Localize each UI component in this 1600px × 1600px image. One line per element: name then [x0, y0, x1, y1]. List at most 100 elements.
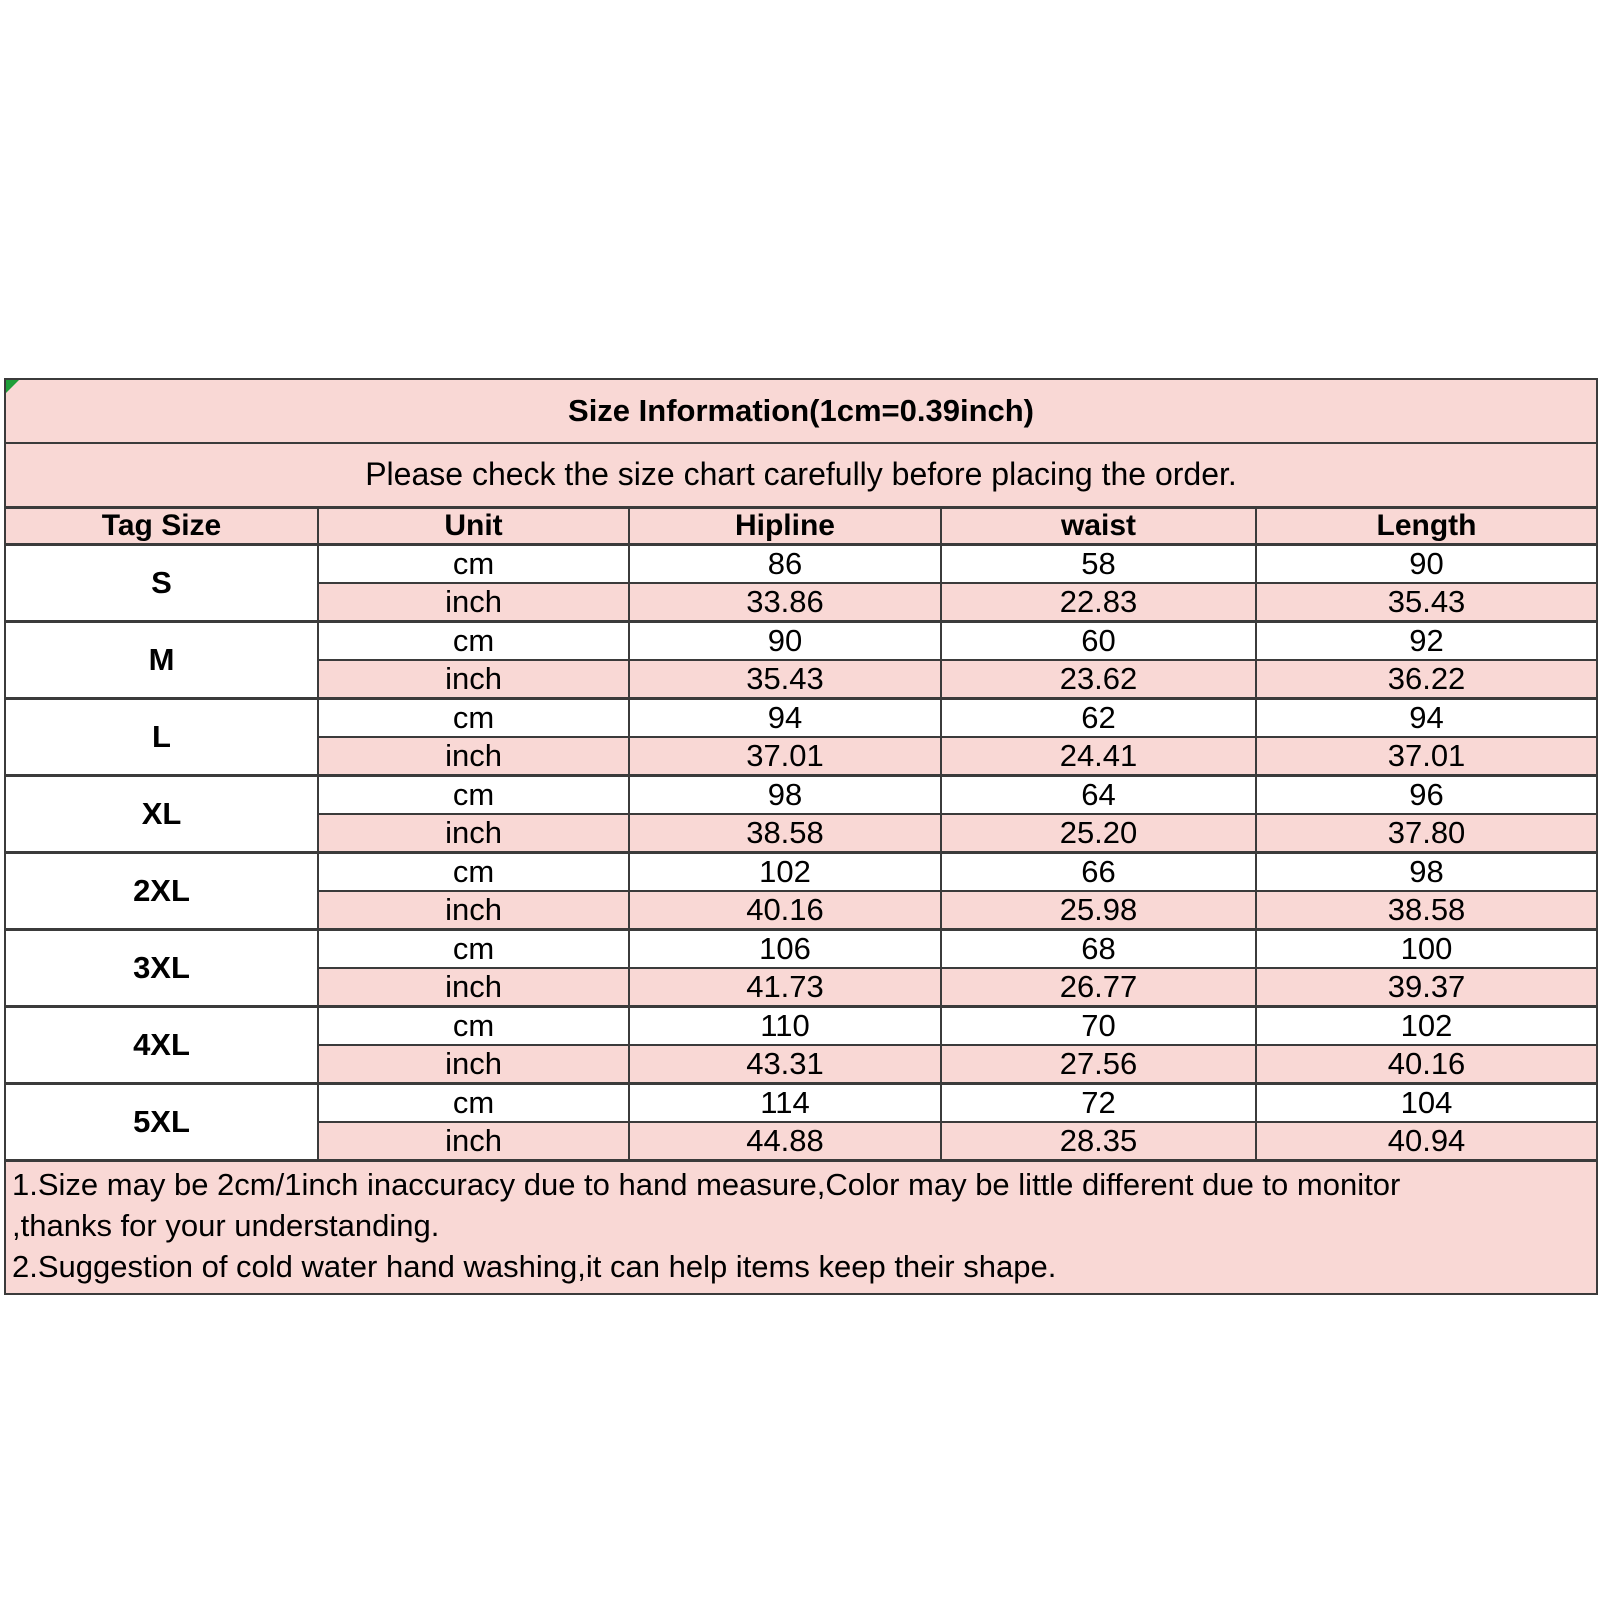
table-row-m-cm: M cm 90 60 92 [4, 619, 1599, 699]
size-tag-5xl: 5XL [4, 1081, 319, 1161]
col-header-unit: Unit [317, 506, 630, 546]
length-inch-value: 37.01 [1254, 735, 1599, 776]
length-inch-value: 36.22 [1254, 658, 1599, 699]
unit-cell: inch [317, 581, 630, 622]
waist-cm-value: 72 [940, 1081, 1257, 1123]
hipline-cm-value: 102 [628, 850, 942, 892]
size-tag-2xl: 2XL [4, 850, 319, 930]
size-tag-4xl: 4XL [4, 1004, 319, 1084]
notes-row: 1.Size may be 2cm/1inch inaccuracy due t… [3, 1158, 1599, 1295]
waist-inch-value: 28.35 [940, 1120, 1257, 1161]
length-cm-value: 92 [1254, 619, 1599, 661]
col-header-tag-size: Tag Size [4, 506, 319, 546]
hipline-cm-value: 94 [628, 696, 942, 738]
waist-cm-value: 62 [940, 696, 1257, 738]
size-tag-s: S [4, 542, 319, 622]
table-row-2xl-inch: inch 40.16 25.98 38.58 [5, 889, 1599, 930]
length-cm-value: 90 [1254, 542, 1599, 584]
hipline-inch-value: 44.88 [628, 1120, 942, 1161]
unit-cell: cm [317, 1081, 630, 1123]
table-row-s-inch: inch 33.86 22.83 35.43 [5, 581, 1599, 622]
length-cm-value: 96 [1254, 773, 1599, 815]
length-inch-value: 40.94 [1254, 1120, 1599, 1161]
table-row-2xl-cm: 2XL cm 102 66 98 [4, 850, 1599, 930]
length-inch-value: 35.43 [1254, 581, 1599, 622]
hipline-cm-value: 106 [628, 927, 942, 969]
waist-inch-value: 25.98 [940, 889, 1257, 930]
hipline-cm-value: 86 [628, 542, 942, 584]
unit-cell: cm [317, 773, 630, 815]
header-row: Tag Size Unit Hipline waist Length [4, 506, 1599, 546]
length-cm-value: 100 [1254, 927, 1599, 969]
table-row-3xl-inch: inch 41.73 26.77 39.37 [5, 966, 1599, 1007]
length-inch-value: 40.16 [1254, 1043, 1599, 1084]
unit-cell: inch [317, 1043, 630, 1084]
unit-cell: cm [317, 619, 630, 661]
unit-cell: inch [317, 735, 630, 776]
size-tag-m: M [4, 619, 319, 699]
length-cm-value: 104 [1254, 1081, 1599, 1123]
waist-cm-value: 68 [940, 927, 1257, 969]
note-line-2: ,thanks for your understanding. [12, 1207, 440, 1243]
col-header-length: Length [1254, 506, 1599, 546]
unit-cell: inch [317, 658, 630, 699]
hipline-cm-value: 90 [628, 619, 942, 661]
unit-cell: cm [317, 542, 630, 584]
table-row-l-inch: inch 37.01 24.41 37.01 [5, 735, 1599, 776]
table-row-4xl-cm: 4XL cm 110 70 102 [4, 1004, 1599, 1084]
waist-inch-value: 27.56 [940, 1043, 1257, 1084]
unit-cell: inch [317, 812, 630, 853]
note-line-3: 2.Suggestion of cold water hand washing,… [12, 1248, 1057, 1284]
waist-cm-value: 70 [940, 1004, 1257, 1046]
waist-cm-value: 58 [940, 542, 1257, 584]
waist-cm-value: 66 [940, 850, 1257, 892]
col-header-waist: waist [940, 506, 1257, 546]
size-tag-3xl: 3XL [4, 927, 319, 1007]
unit-cell: cm [317, 1004, 630, 1046]
subtitle-row: Please check the size chart carefully be… [3, 442, 1599, 509]
unit-cell: cm [317, 927, 630, 969]
unit-cell: cm [317, 696, 630, 738]
waist-inch-value: 23.62 [940, 658, 1257, 699]
hipline-inch-value: 43.31 [628, 1043, 942, 1084]
unit-cell: cm [317, 850, 630, 892]
waist-inch-value: 24.41 [940, 735, 1257, 776]
length-inch-value: 39.37 [1254, 966, 1599, 1007]
hipline-inch-value: 41.73 [628, 966, 942, 1007]
table-row-xl-inch: inch 38.58 25.20 37.80 [5, 812, 1599, 853]
hipline-cm-value: 98 [628, 773, 942, 815]
unit-cell: inch [317, 889, 630, 930]
hipline-inch-value: 40.16 [628, 889, 942, 930]
length-inch-value: 37.80 [1254, 812, 1599, 853]
length-cm-value: 98 [1254, 850, 1599, 892]
title-row: Size Information(1cm=0.39inch) [3, 378, 1599, 444]
size-chart-table: Size Information(1cm=0.39inch) Please ch… [3, 378, 1599, 1295]
hipline-inch-value: 35.43 [628, 658, 942, 699]
table-row-l-cm: L cm 94 62 94 [4, 696, 1599, 776]
green-corner-marker-icon [6, 380, 19, 393]
table-row-5xl-inch: inch 44.88 28.35 40.94 [5, 1120, 1599, 1161]
chart-title: Size Information(1cm=0.39inch) [3, 378, 1599, 444]
length-cm-value: 94 [1254, 696, 1599, 738]
waist-cm-value: 60 [940, 619, 1257, 661]
size-chart: Size Information(1cm=0.39inch) Please ch… [3, 378, 1599, 1295]
unit-cell: inch [317, 1120, 630, 1161]
hipline-inch-value: 33.86 [628, 581, 942, 622]
col-header-hipline: Hipline [628, 506, 942, 546]
hipline-cm-value: 110 [628, 1004, 942, 1046]
chart-subtitle: Please check the size chart carefully be… [3, 442, 1599, 509]
size-tag-xl: XL [4, 773, 319, 853]
waist-inch-value: 26.77 [940, 966, 1257, 1007]
table-row-3xl-cm: 3XL cm 106 68 100 [4, 927, 1599, 1007]
size-tag-l: L [4, 696, 319, 776]
hipline-inch-value: 38.58 [628, 812, 942, 853]
waist-inch-value: 22.83 [940, 581, 1257, 622]
table-row-4xl-inch: inch 43.31 27.56 40.16 [5, 1043, 1599, 1084]
waist-cm-value: 64 [940, 773, 1257, 815]
length-inch-value: 38.58 [1254, 889, 1599, 930]
length-cm-value: 102 [1254, 1004, 1599, 1046]
table-row-5xl-cm: 5XL cm 114 72 104 [4, 1081, 1599, 1161]
table-row-s-cm: S cm 86 58 90 [4, 542, 1599, 622]
unit-cell: inch [317, 966, 630, 1007]
notes-cell: 1.Size may be 2cm/1inch inaccuracy due t… [3, 1158, 1599, 1295]
